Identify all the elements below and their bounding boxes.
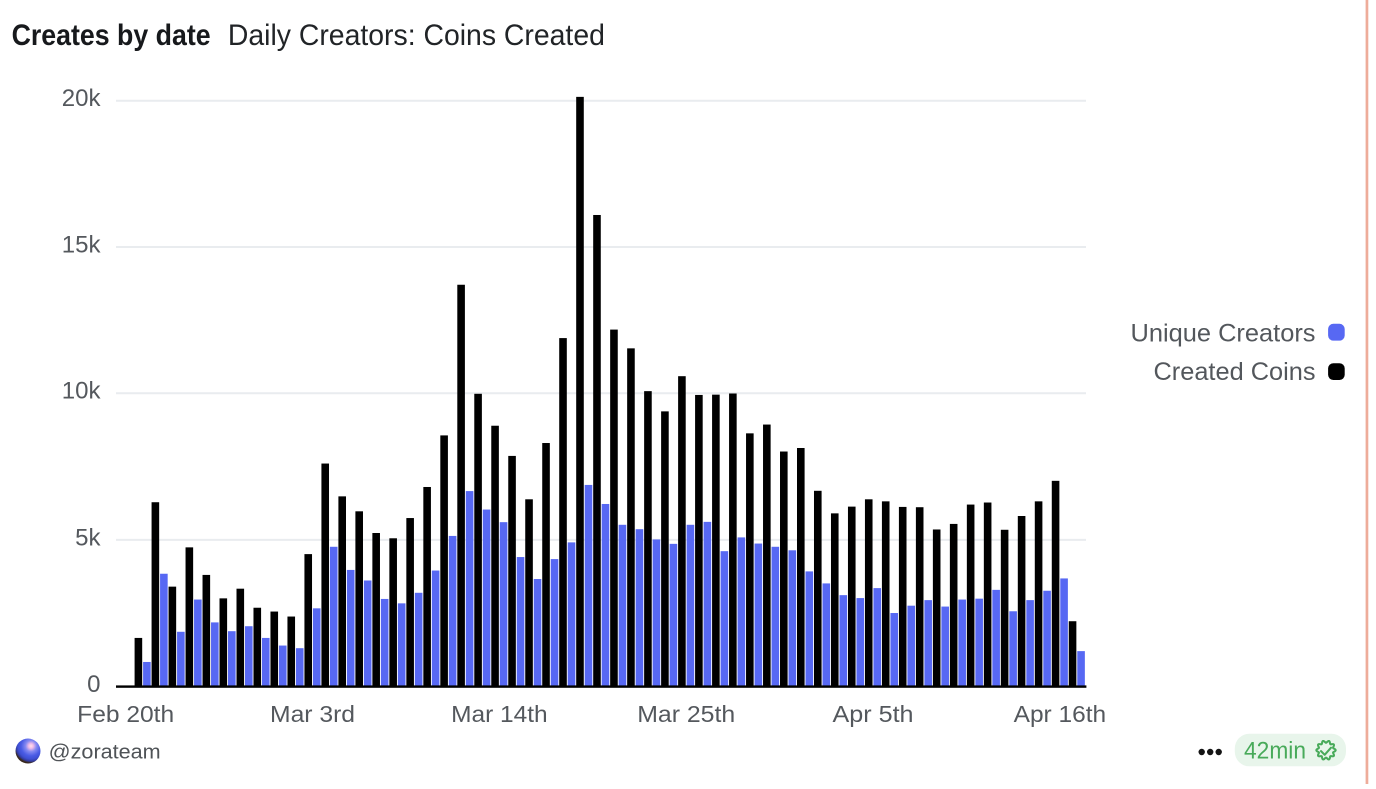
svg-text:5k: 5k [75,524,101,551]
svg-text:10k: 10k [62,378,102,405]
svg-text:Mar 25th: Mar 25th [637,701,735,727]
svg-text:Daily Creators: Coins Created: Daily Creators: Coins Created [228,19,605,52]
svg-text:Created Coins: Created Coins [1154,358,1316,386]
svg-text:Creates by date: Creates by date [12,19,211,52]
svg-text:@zorateam: @zorateam [49,741,161,764]
svg-text:0: 0 [87,671,100,698]
svg-text:Feb 20th: Feb 20th [77,701,174,727]
svg-text:Mar 3rd: Mar 3rd [270,701,355,727]
svg-text:Mar 14th: Mar 14th [451,701,548,727]
svg-text:Apr 16th: Apr 16th [1014,701,1107,727]
svg-text:15k: 15k [62,231,102,258]
svg-text:Unique Creators: Unique Creators [1131,319,1316,347]
svg-text:20k: 20k [62,85,102,112]
svg-text:Apr 5th: Apr 5th [833,701,914,727]
svg-text:42min: 42min [1244,738,1306,765]
